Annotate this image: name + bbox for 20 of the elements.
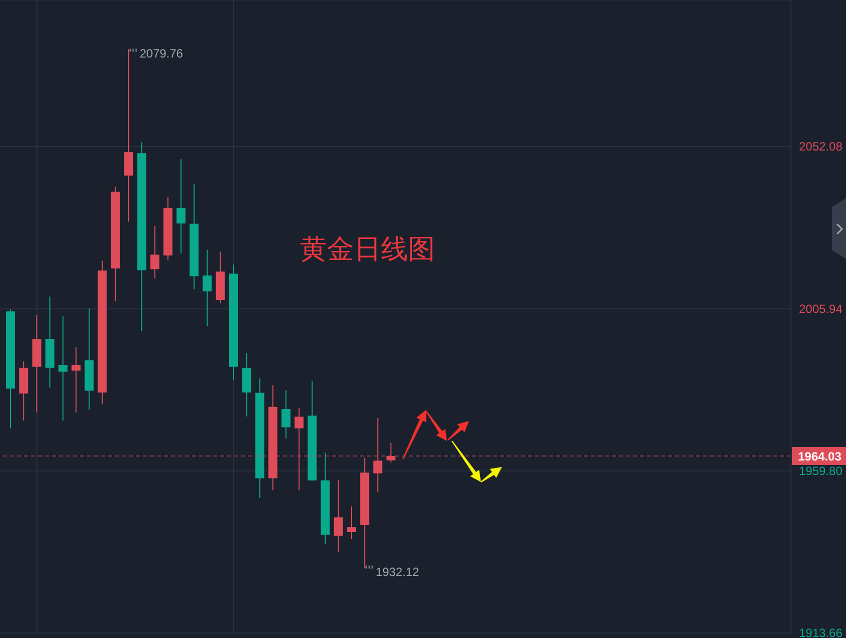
candlestick [176,158,186,254]
ref-line-label: 1964.03 [798,449,842,464]
candlestick [150,225,160,279]
candlestick [373,417,382,493]
candlestick [347,506,356,540]
candlestick [334,479,343,552]
candlestick [294,407,304,491]
candlestick [386,442,396,463]
y-tick-label: 2052.08 [799,140,843,154]
y-tick-label: 1959.80 [799,464,843,478]
candlestick [72,346,81,414]
annotation: 1932.12 [376,565,420,580]
candlestick [281,390,290,440]
text: 黄金日线图 [300,233,435,267]
y-tick-label: 2005.94 [799,302,843,316]
candlestick [58,316,68,422]
candlestick [202,249,212,327]
y-tick-label: 1913.66 [799,626,843,638]
candlestick [124,48,134,222]
annotation: 2079.76 [140,46,184,60]
